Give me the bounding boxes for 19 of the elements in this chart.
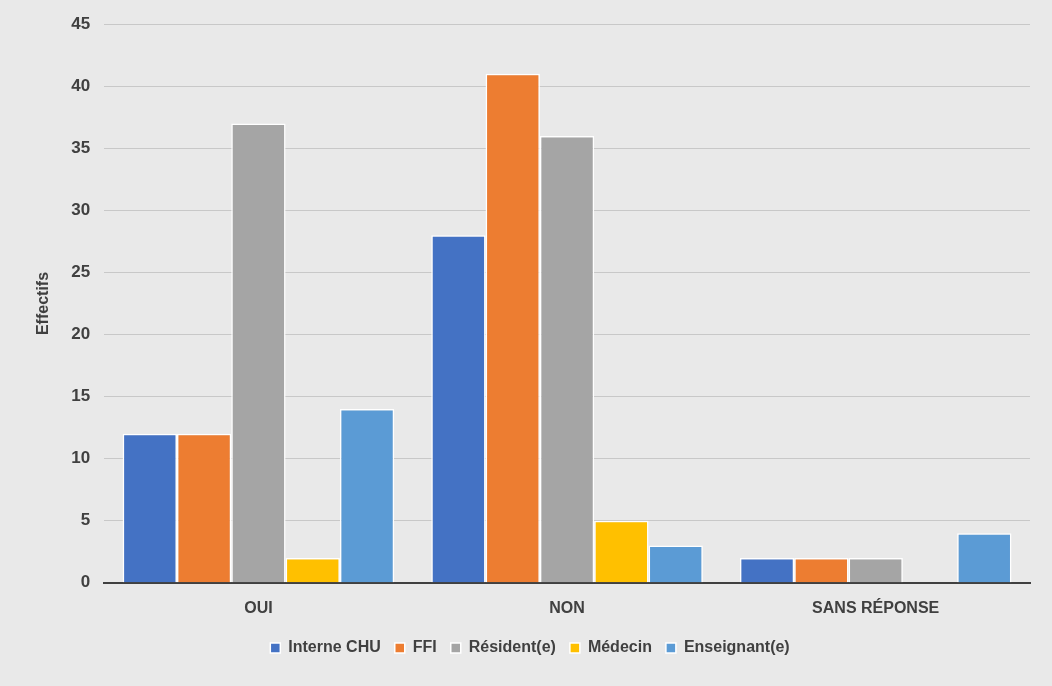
y-tick-label: 15 (71, 386, 91, 406)
y-tick-label: 40 (71, 75, 91, 95)
y-tick-label: 10 (71, 448, 91, 468)
y-tick-label: 35 (71, 138, 91, 158)
y-tick-label: 0 (80, 572, 91, 592)
y-tick-label: 45 (71, 13, 91, 33)
x-tick-label: OUI (244, 598, 273, 616)
legend-label: Résident(e) (468, 638, 556, 656)
y-tick-label: 30 (71, 200, 91, 220)
legend-label: Médecin (587, 638, 652, 656)
y-tick-label: 20 (71, 324, 91, 344)
legend-label: Enseignant(e) (683, 638, 790, 656)
legend-label: Interne CHU (288, 638, 381, 656)
y-tick-label: 25 (71, 262, 91, 282)
x-tick-label: SANS RÉPONSE (812, 597, 940, 616)
y-axis-title: Effectifs (34, 271, 52, 336)
y-tick-label: 5 (80, 510, 91, 530)
legend-label: FFI (412, 638, 437, 656)
x-tick-label: NON (549, 598, 585, 616)
